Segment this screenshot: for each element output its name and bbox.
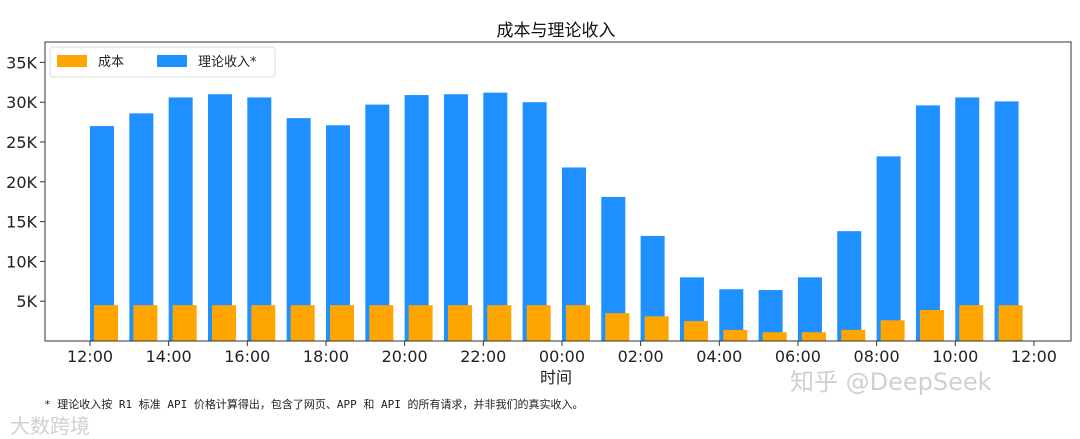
bar-revenue-09:00 bbox=[915, 105, 940, 341]
bar-revenue-20:00 bbox=[404, 95, 429, 341]
y-axis: 5K 10K 15K 20K 25K 30K 35K bbox=[6, 53, 45, 311]
y-tick-label: 15K bbox=[6, 213, 37, 232]
x-tick-label: 10:00 bbox=[932, 347, 978, 366]
bar-cost-03:00 bbox=[683, 321, 708, 341]
bar-cost-09:00 bbox=[919, 309, 944, 341]
bar-revenue-18:00 bbox=[325, 125, 350, 341]
legend-swatch-revenue bbox=[157, 55, 187, 67]
bar-cost-16:00 bbox=[251, 305, 276, 341]
bar-revenue-23:00 bbox=[522, 102, 547, 341]
bar-revenue-21:00 bbox=[443, 94, 468, 342]
x-tick-label: 12:00 bbox=[1011, 347, 1057, 366]
x-tick-label: 08:00 bbox=[854, 347, 900, 366]
x-tick-label: 22:00 bbox=[460, 347, 506, 366]
x-tick-label: 12:00 bbox=[67, 347, 113, 366]
bar-cost-23:00 bbox=[526, 305, 551, 341]
bar-cost-04:00 bbox=[723, 329, 748, 341]
x-tick-label: 14:00 bbox=[146, 347, 192, 366]
bar-cost-10:00 bbox=[959, 305, 984, 341]
legend: 成本 理论收入* bbox=[49, 46, 276, 78]
legend-swatch-cost bbox=[57, 55, 87, 67]
x-axis: 12:00 14:00 16:00 18:00 20:00 22:00 00:00 02:00… bbox=[67, 341, 1057, 366]
legend-label-revenue: 理论收入* bbox=[198, 55, 257, 70]
bar-cost-21:00 bbox=[447, 305, 472, 341]
bar-cost-06:00 bbox=[801, 332, 826, 341]
y-tick-label: 30K bbox=[6, 93, 37, 112]
bar-cost-13:00 bbox=[133, 305, 158, 341]
bar-cost-19:00 bbox=[369, 305, 394, 341]
x-axis-label: 时间 bbox=[540, 368, 572, 387]
y-tick-label: 10K bbox=[6, 252, 37, 271]
bar-cost-22:00 bbox=[487, 305, 512, 341]
bar-cost-14:00 bbox=[172, 305, 197, 341]
x-tick-label: 06:00 bbox=[775, 347, 821, 366]
bar-revenue-19:00 bbox=[365, 104, 390, 341]
watermark-dashujk: 大数跨境 bbox=[10, 414, 90, 438]
bar-revenue-16:00 bbox=[247, 97, 272, 341]
plot-frame bbox=[44, 41, 1072, 342]
x-tick-label: 04:00 bbox=[696, 347, 742, 366]
chart-title: 成本与理论收入 bbox=[497, 21, 616, 41]
x-tick-label: 00:00 bbox=[539, 347, 585, 366]
bar-revenue-07:00 bbox=[837, 231, 862, 341]
bar-cost-08:00 bbox=[880, 320, 905, 341]
bar-revenue-13:00 bbox=[129, 113, 154, 342]
x-tick-label: 16:00 bbox=[224, 347, 270, 366]
bar-cost-00:00 bbox=[565, 305, 590, 341]
bar-cost-12:00 bbox=[94, 305, 118, 341]
bar-cost-18:00 bbox=[329, 305, 354, 341]
y-tick-label: 35K bbox=[6, 53, 37, 72]
bar-revenue-06:00 bbox=[797, 277, 822, 341]
bar-revenue-17:00 bbox=[286, 118, 311, 342]
bar-cost-15:00 bbox=[211, 305, 236, 341]
y-tick-label: 5K bbox=[16, 292, 37, 311]
bar-cost-20:00 bbox=[408, 305, 433, 341]
y-tick-label: 20K bbox=[6, 173, 37, 192]
footnote: * 理论收入按 R1 标准 API 价格计算得出，包含了网页、APP 和 API… bbox=[44, 398, 584, 411]
legend-label-cost: 成本 bbox=[98, 55, 124, 70]
bar-cost-05:00 bbox=[762, 332, 787, 341]
bar-revenue-11:00 bbox=[994, 101, 1019, 342]
bar-revenue-10:00 bbox=[955, 97, 980, 341]
bar-cost-07:00 bbox=[841, 329, 866, 341]
watermark-zhihu: 知乎 @DeepSeek bbox=[790, 368, 992, 396]
bar-revenue-08:00 bbox=[876, 156, 901, 341]
bar-revenue-14:00 bbox=[168, 97, 193, 341]
bar-revenue-22:00 bbox=[483, 92, 508, 341]
bar-cost-01:00 bbox=[605, 313, 630, 341]
x-tick-label: 20:00 bbox=[382, 347, 428, 366]
bar-cost-17:00 bbox=[290, 305, 315, 341]
y-tick-label: 25K bbox=[6, 133, 37, 152]
x-tick-label: 18:00 bbox=[303, 347, 349, 366]
bar-cost-02:00 bbox=[644, 316, 669, 341]
bar-cost-11:00 bbox=[998, 305, 1023, 341]
x-tick-label: 02:00 bbox=[618, 347, 664, 366]
bar-revenue-15:00 bbox=[207, 94, 232, 342]
bars bbox=[90, 92, 1023, 342]
